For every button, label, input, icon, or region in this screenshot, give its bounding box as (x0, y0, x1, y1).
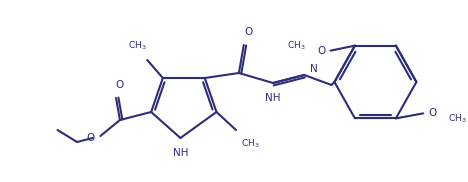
Text: CH$_3$: CH$_3$ (241, 137, 259, 149)
Text: O: O (428, 108, 436, 118)
Text: N: N (310, 64, 318, 74)
Text: O: O (116, 80, 124, 90)
Text: O: O (317, 46, 326, 56)
Text: CH$_3$: CH$_3$ (447, 112, 466, 125)
Text: NH: NH (265, 93, 281, 103)
Text: CH$_3$: CH$_3$ (286, 39, 305, 52)
Text: O: O (86, 133, 95, 143)
Text: CH$_3$: CH$_3$ (128, 39, 146, 52)
Text: NH: NH (173, 148, 188, 158)
Text: O: O (244, 27, 253, 37)
